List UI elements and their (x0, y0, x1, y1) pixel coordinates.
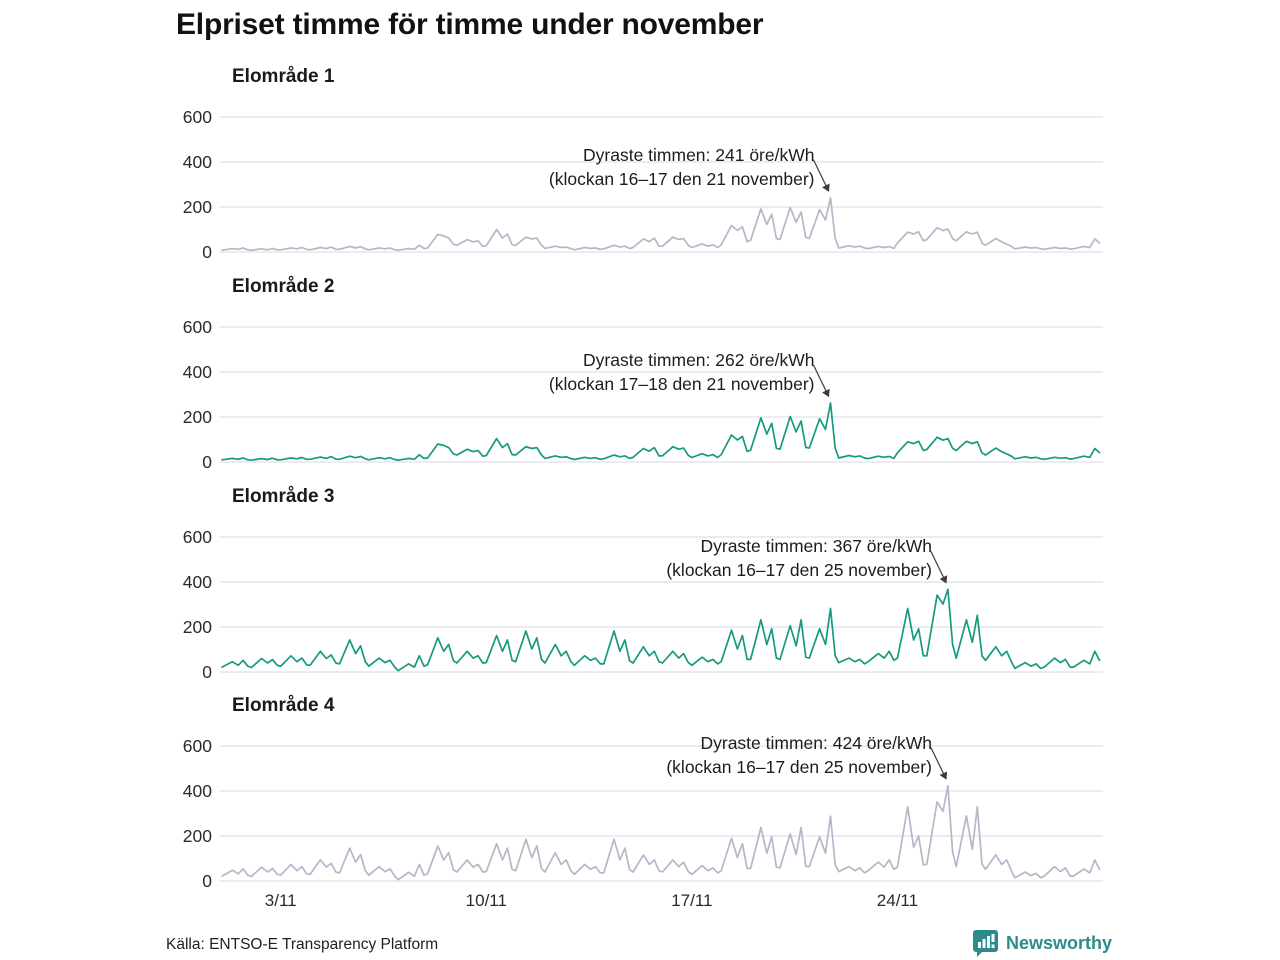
price-line (221, 196, 1101, 252)
annotation-line: (klockan 16–17 den 25 november) (666, 756, 932, 777)
annotation-arrow (812, 159, 830, 192)
line-chart-elomrade-2: 600 400 200 0 (183, 317, 1103, 472)
annotation-line: Dyraste timmen: 241 öre/kWh (583, 144, 815, 165)
annotation-arrow (930, 551, 948, 584)
y-tick-label: 200 (183, 407, 212, 427)
y-tick-label: 0 (202, 452, 212, 472)
x-axis-label: 17/11 (671, 891, 713, 910)
annotation-line: (klockan 16–17 den 21 november) (548, 168, 815, 189)
x-axis-label: 3/11 (264, 891, 297, 910)
y-tick-label: 600 (183, 736, 212, 756)
price-line (221, 784, 1101, 881)
annotation-elomrade-2: Dyraste timmen: 262 öre/kWh (klockan 17–… (549, 348, 815, 396)
y-tick-label: 200 (183, 197, 212, 217)
annotation-line: Dyraste timmen: 367 öre/kWh (700, 536, 932, 557)
chart-subtitle-elomrade-3: Elområde 3 (232, 486, 335, 507)
newsworthy-logo: Newsworthy (972, 929, 1112, 958)
source-credit: Källa: ENTSO-E Transparency Platform (166, 936, 439, 953)
y-tick-label: 400 (183, 362, 212, 382)
y-tick-label: 600 (183, 317, 212, 337)
y-tick-label: 0 (202, 662, 212, 682)
y-tick-label: 200 (183, 826, 212, 846)
annotation-line: (klockan 16–17 den 25 november) (666, 560, 932, 581)
y-tick-label: 400 (183, 572, 212, 592)
annotation-elomrade-1: Dyraste timmen: 241 öre/kWh (klockan 16–… (549, 143, 815, 191)
chart-subtitle-elomrade-2: Elområde 2 (232, 276, 335, 297)
y-tick-label: 400 (183, 152, 212, 172)
newsworthy-logo-text: Newsworthy (1006, 933, 1113, 953)
y-tick-label: 0 (202, 871, 212, 891)
line-chart-elomrade-1: 600 400 200 0 (183, 107, 1103, 262)
price-line (221, 402, 1101, 462)
chart-subtitle-elomrade-1: Elområde 1 (232, 66, 335, 87)
line-chart-elomrade-3: 600 400 200 0 (183, 527, 1103, 682)
y-tick-label: 0 (202, 242, 212, 262)
price-line (221, 588, 1101, 672)
annotation-line: Dyraste timmen: 262 öre/kWh (583, 350, 815, 371)
annotation-elomrade-4: Dyraste timmen: 424 öre/kWh (klockan 16–… (666, 731, 932, 779)
x-axis-label: 24/11 (876, 891, 919, 910)
y-tick-label: 600 (183, 527, 212, 547)
newsworthy-icon (973, 930, 998, 957)
annotation-line: Dyraste timmen: 424 öre/kWh (700, 732, 932, 753)
page-title: Elpriset timme för timme under november (176, 8, 764, 41)
y-tick-label: 400 (183, 781, 212, 801)
annotation-arrow (812, 364, 830, 398)
line-chart-elomrade-4: 600 400 200 0 (183, 736, 1103, 891)
chart-subtitle-elomrade-4: Elområde 4 (232, 695, 335, 716)
x-axis-label: 10/11 (465, 891, 507, 910)
y-tick-label: 600 (183, 107, 212, 127)
annotation-elomrade-3: Dyraste timmen: 367 öre/kWh (klockan 16–… (666, 534, 932, 582)
annotation-arrow (930, 747, 948, 780)
y-tick-label: 200 (183, 617, 212, 637)
annotation-line: (klockan 17–18 den 21 november) (548, 374, 815, 395)
